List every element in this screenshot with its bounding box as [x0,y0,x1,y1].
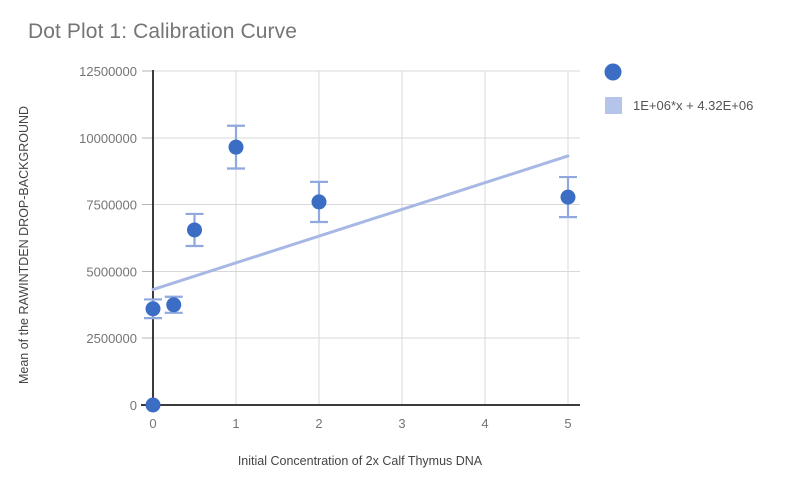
data-point [311,194,327,210]
y-tick-label: 10000000 [79,131,137,146]
data-points-layer [145,139,576,413]
data-point [145,397,161,413]
y-tick-label: 0 [130,398,137,413]
y-tick-label: 2500000 [86,331,137,346]
x-tick-label: 0 [149,416,156,431]
gridlines-layer [153,70,580,405]
data-point [166,297,182,313]
legend-marker-square [605,97,622,114]
data-point [560,189,576,205]
axis-lines-layer [141,70,580,406]
y-tick-labels-layer: 0 2500000 5000000 7500000 10000000 12500000 [79,64,137,413]
x-tick-label: 3 [398,416,405,431]
legend-layer: 1E+06*x + 4.32E+06 [604,63,753,114]
chart-title: Dot Plot 1: Calibration Curve [28,20,298,43]
y-axis-title: Mean of the RAWINTDEN DROP-BACKGROUND [17,106,31,384]
y-tick-label: 5000000 [86,264,137,279]
x-tick-label: 4 [481,416,488,431]
x-tick-labels-layer: 0 1 2 3 4 5 [149,416,571,431]
data-point [228,139,244,155]
trendline [151,154,570,292]
data-point [145,301,161,317]
trendline-layer [151,154,570,292]
x-tick-label: 1 [232,416,239,431]
x-tick-label: 2 [315,416,322,431]
y-tick-label: 12500000 [79,64,137,79]
data-point [187,222,202,238]
tick-marks-layer [142,70,153,406]
legend-marker-circle [604,63,622,81]
x-tick-label: 5 [564,416,571,431]
y-tick-label: 7500000 [86,198,137,213]
legend-label: 1E+06*x + 4.32E+06 [633,98,753,113]
x-axis-title: Initial Concentration of 2x Calf Thymus … [238,454,483,468]
